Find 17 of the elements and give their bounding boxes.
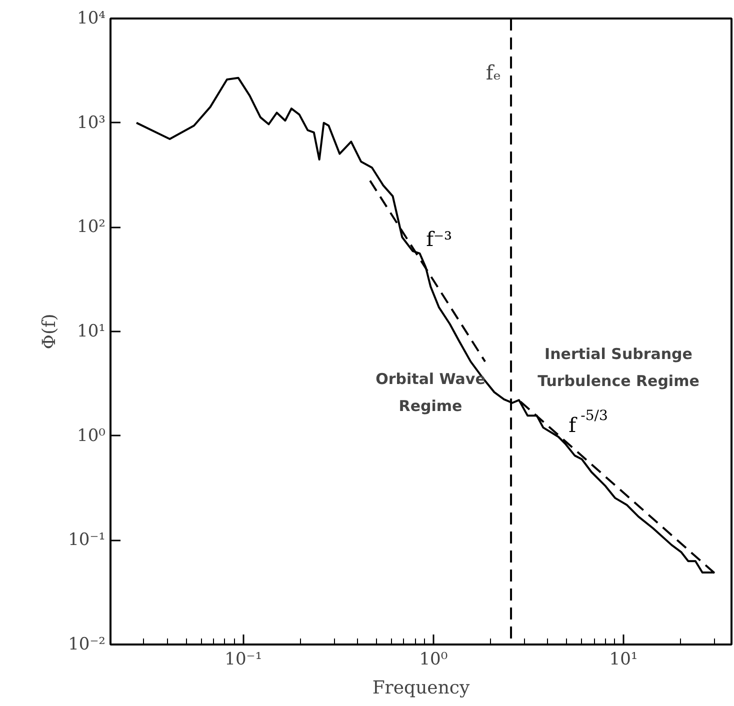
- y-tick-label: 10³: [77, 112, 106, 133]
- y-tick-label: 10⁻²: [68, 634, 106, 654]
- series-label: f-5/3: [568, 408, 608, 438]
- y-tick-label: 10⁻¹: [68, 530, 106, 550]
- y-tick-label: 10⁰: [77, 426, 106, 446]
- annotation: Inertial Subrange Turbulence Regime: [538, 345, 700, 390]
- y-tick-label: 10¹: [77, 322, 106, 342]
- series-label: f⁻³: [426, 227, 452, 252]
- x-tick-label: 10⁰: [419, 650, 448, 670]
- x-tick-label: 10¹: [609, 650, 638, 670]
- y-tick-label: 10²: [77, 217, 106, 238]
- x-axis-title: Frequency: [372, 678, 471, 698]
- y-tick-label: 10⁴: [77, 8, 106, 28]
- x-tick-label: 10⁻¹: [224, 650, 262, 670]
- y-axis-title: Φ(f): [39, 314, 60, 350]
- ref-line-label: fₑ: [486, 60, 502, 84]
- annotation: Orbital Wave Regime: [376, 370, 486, 415]
